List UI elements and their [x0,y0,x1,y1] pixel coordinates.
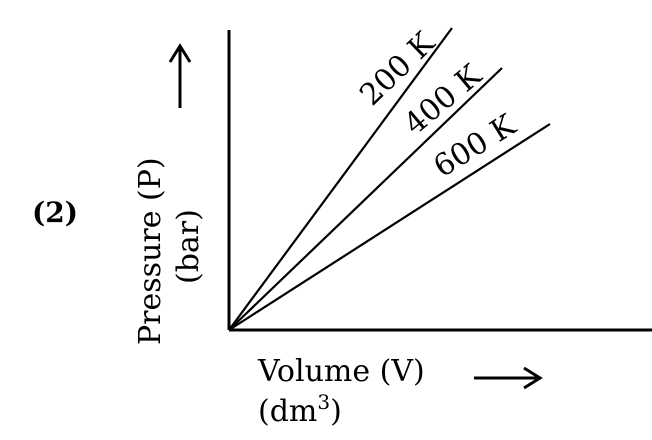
isotherm-line-600k [228,123,551,331]
isotherm-line-400k [228,67,503,331]
y-axis-unit: (bar) [171,209,206,284]
x-axis-label: Volume (V) [257,354,425,389]
y-axis-arrow-icon [168,43,192,108]
x-axis-unit: (dm3) [258,390,342,429]
option-label: (2) [32,196,78,229]
isotherm-line-200k [228,27,453,331]
y-axis-label: Pressure (P) [133,157,168,345]
x-axis-arrow-icon [474,366,543,390]
